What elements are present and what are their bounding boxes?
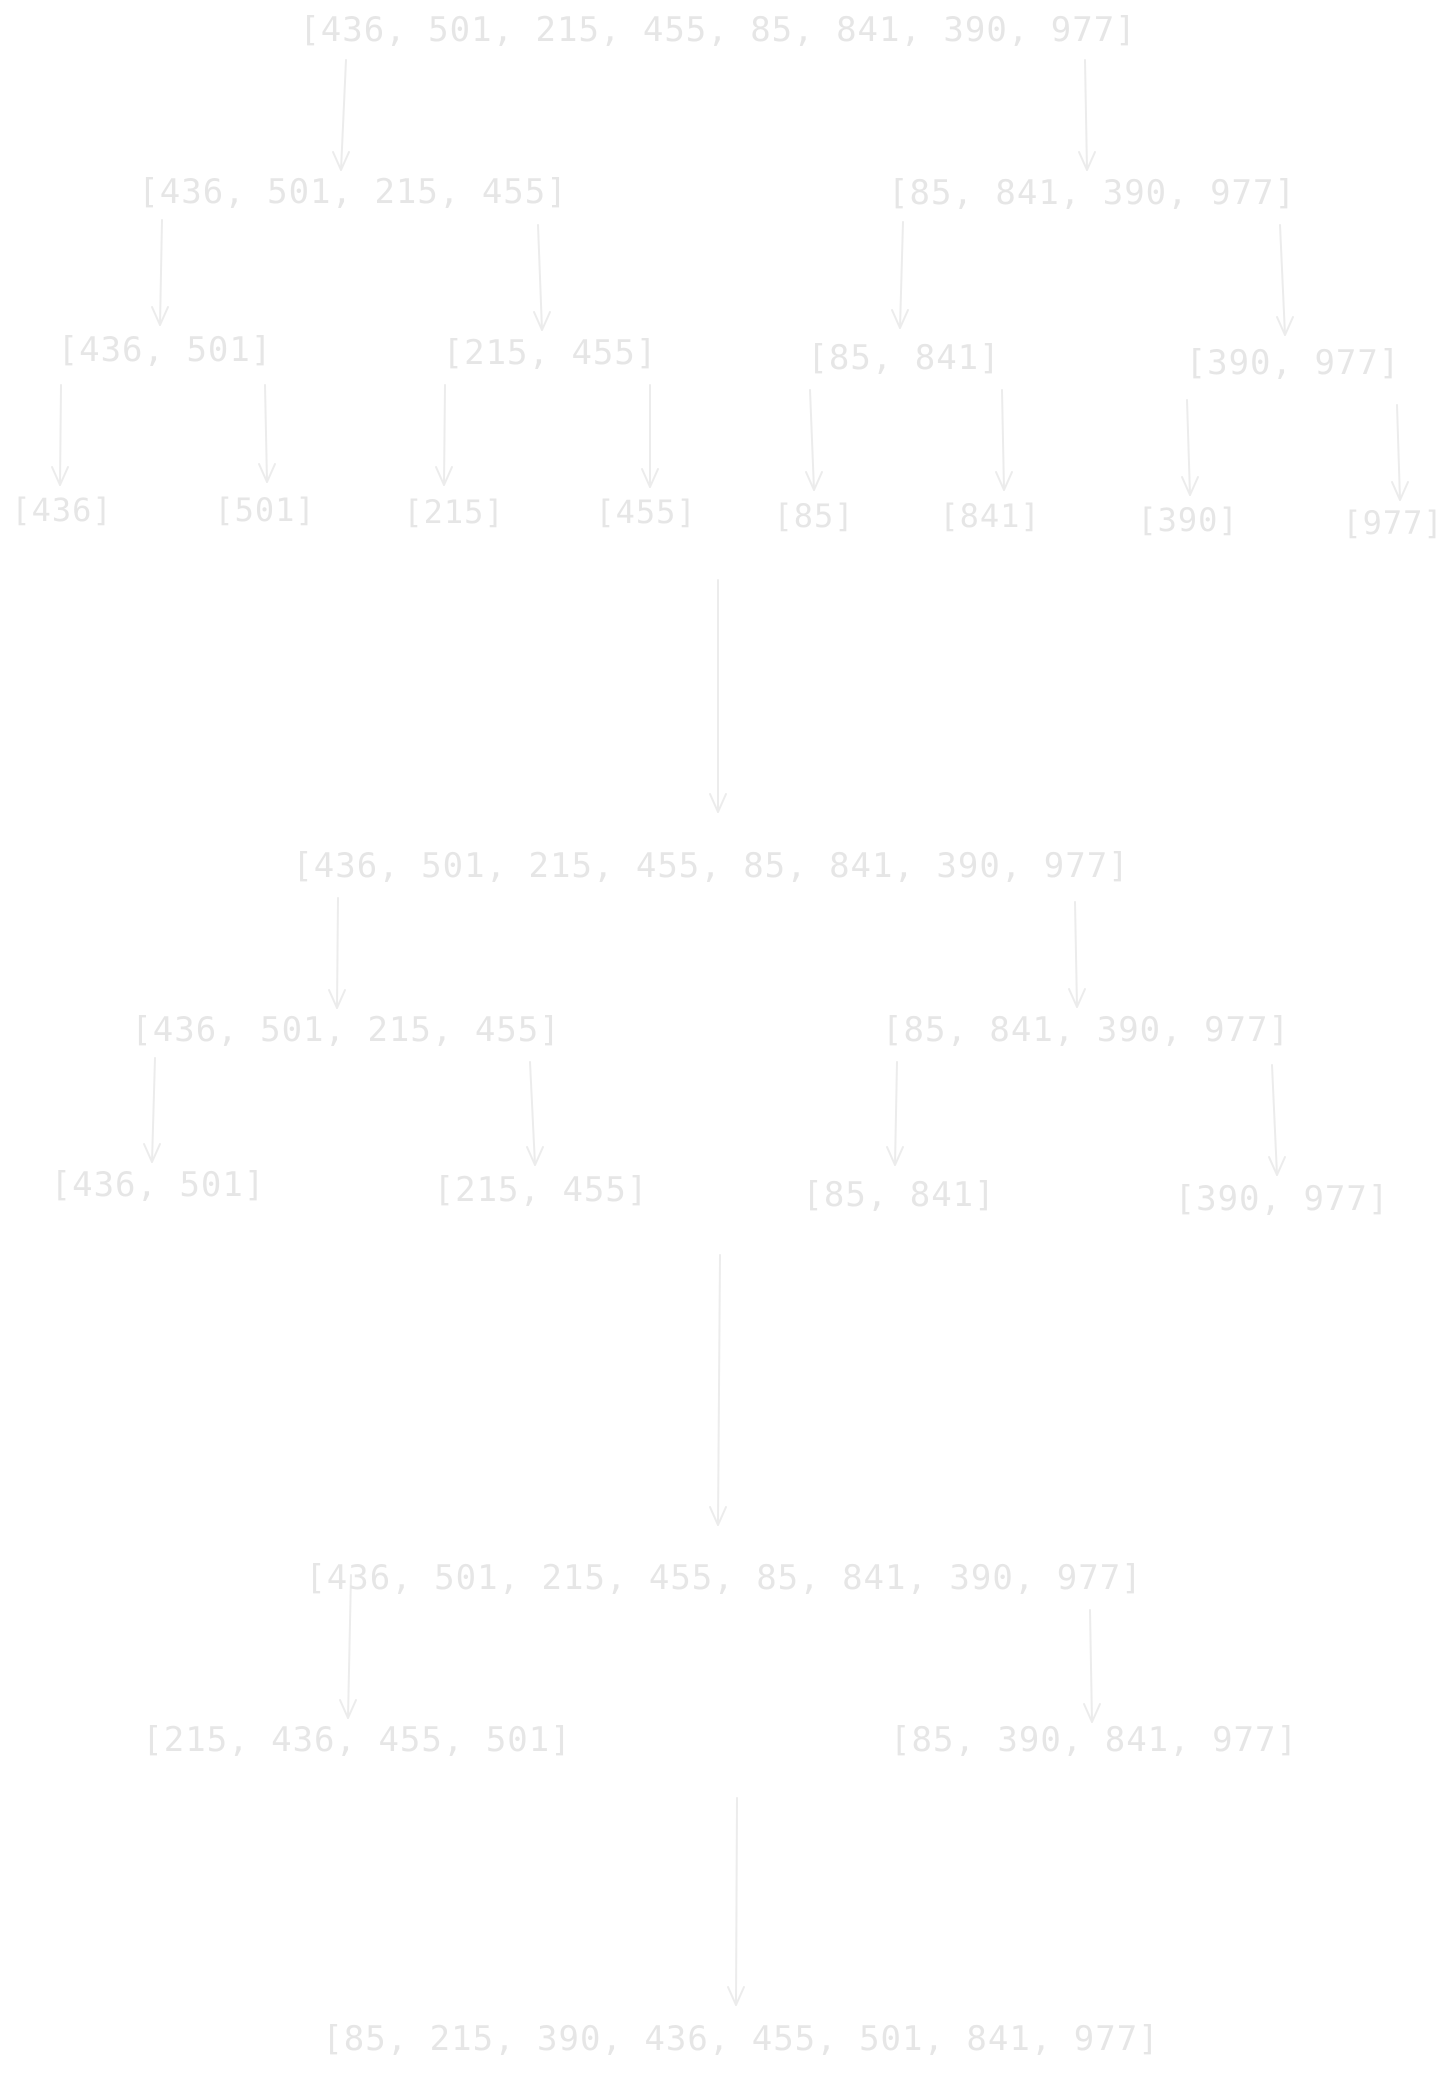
arrow-s2-right-to-pair-4 <box>1268 1064 1286 1176</box>
s1-root: [436, 501, 215, 455, 85, 841, 390, 977] <box>299 10 1137 50</box>
arrow-s3-root-to-right <box>1083 1609 1101 1723</box>
s2-pair-2: [215, 455] <box>433 1170 649 1210</box>
s3-root: [436, 501, 215, 455, 85, 841, 390, 977] <box>305 1558 1143 1598</box>
arrow-stage2-to-stage3 <box>709 1254 727 1526</box>
arrow-s2-left-to-pair-2 <box>526 1061 544 1166</box>
s1-leaf-1: [436] <box>11 491 113 529</box>
arrow-s2-left-to-pair-1 <box>143 1057 161 1163</box>
arrow-rl-to-leaf-6 <box>995 389 1013 491</box>
s3-left: [215, 436, 455, 501] <box>142 1720 572 1760</box>
arrow-ll-to-leaf-2 <box>258 384 276 483</box>
arrow-s2-root-to-left <box>328 897 346 1009</box>
arrow-rr-to-leaf-8 <box>1391 404 1409 501</box>
s2-root: [436, 501, 215, 455, 85, 841, 390, 977] <box>292 846 1130 886</box>
s2-right: [85, 841, 390, 977] <box>882 1010 1290 1050</box>
arrow-stage1-to-stage2 <box>709 579 727 813</box>
arrow-rr-to-leaf-7 <box>1181 399 1199 496</box>
s1-leaf-4: [455] <box>595 493 697 531</box>
s1-leaf-8: [977] <box>1342 504 1444 542</box>
s1-left: [436, 501, 215, 455] <box>138 172 568 212</box>
arrow-left-to-ll <box>151 219 169 326</box>
arrow-right-to-rr <box>1276 224 1294 336</box>
s1-rr: [390, 977] <box>1185 343 1401 383</box>
s3-right: [85, 390, 841, 977] <box>890 1720 1298 1760</box>
s1-right: [85, 841, 390, 977] <box>888 173 1296 213</box>
s1-ll: [436, 501] <box>57 330 273 370</box>
s2-pair-4: [390, 977] <box>1174 1179 1390 1219</box>
s2-pair-3: [85, 841] <box>802 1175 996 1215</box>
arrow-lr-to-leaf-3 <box>435 384 453 486</box>
arrow-s3-root-to-left <box>339 1574 357 1719</box>
arrow-lr-to-leaf-4 <box>641 384 659 488</box>
s1-lr: [215, 455] <box>442 333 658 373</box>
arrow-root-to-left <box>332 59 350 171</box>
arrow-ll-to-leaf-1 <box>51 384 69 486</box>
s1-leaf-2: [501] <box>214 491 316 529</box>
arrow-stage3-to-result <box>727 1797 745 2006</box>
arrow-s2-root-to-right <box>1068 901 1086 1008</box>
arrow-right-to-rl <box>891 221 909 329</box>
s1-rl: [85, 841] <box>807 338 1001 378</box>
s1-leaf-5: [85] <box>773 497 855 535</box>
result-sorted-array: [85, 215, 390, 436, 455, 501, 841, 977] <box>322 2019 1160 2059</box>
s1-leaf-6: [841] <box>939 497 1041 535</box>
s2-pair-1: [436, 501] <box>50 1165 266 1205</box>
arrow-rl-to-leaf-5 <box>805 389 823 491</box>
s2-left: [436, 501, 215, 455] <box>131 1010 561 1050</box>
arrow-s2-right-to-pair-3 <box>886 1061 904 1166</box>
s1-leaf-3: [215] <box>403 493 505 531</box>
arrow-root-to-right <box>1078 59 1096 171</box>
arrow-left-to-lr <box>533 224 551 331</box>
s1-leaf-7: [390] <box>1137 501 1239 539</box>
